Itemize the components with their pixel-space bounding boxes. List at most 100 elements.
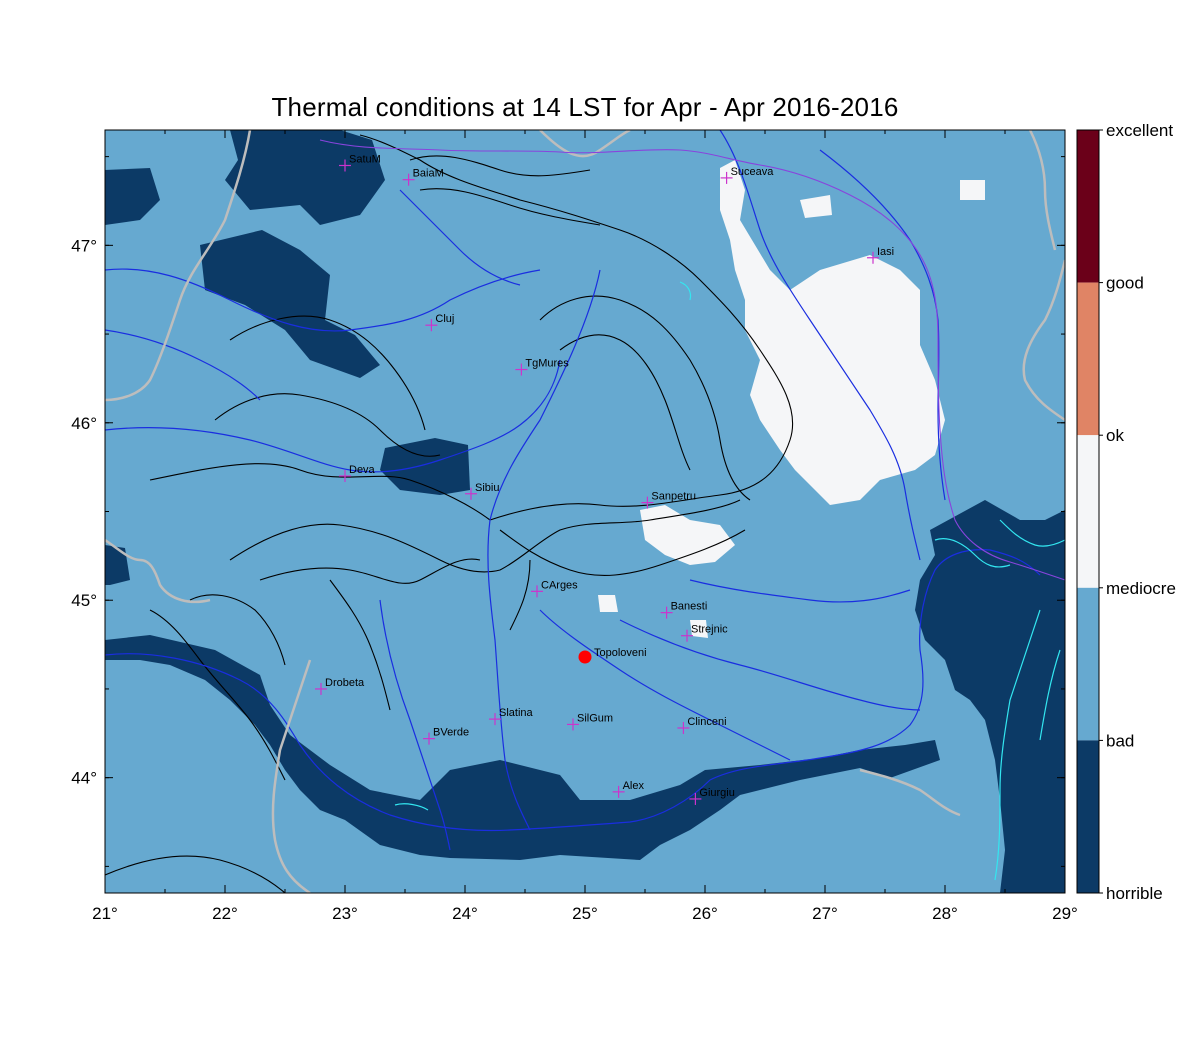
contour-line-13 — [105, 855, 286, 893]
y-tick-label: 47° — [71, 236, 97, 255]
map-area — [105, 130, 1065, 893]
legend-frame — [1076, 129, 1100, 894]
axis-tick-labels: 21° 22° 23° 24° 25° 26° 27° 28° 29° 44° 45° 46° 47° — [71, 236, 1078, 923]
border-bulgaria-north — [859, 768, 961, 817]
contour-line-9 — [409, 155, 591, 177]
border-west-south — [105, 538, 211, 604]
city-marker: Clinceni — [677, 716, 727, 734]
legend-label-horrible: horrible — [1106, 884, 1163, 903]
city-label: SatuM — [349, 153, 381, 165]
x-tick-label: 28° — [932, 904, 958, 923]
highlight-label: Topoloveni — [594, 647, 647, 659]
river-olt — [487, 269, 601, 831]
river-jiu — [379, 599, 451, 851]
contour-line-1 — [149, 134, 794, 521]
legend-band-horrible — [1077, 740, 1099, 893]
city-label: BVerde — [433, 727, 469, 739]
city-marker: Strejnic — [681, 624, 728, 642]
river-ialomita — [619, 619, 921, 711]
horrible-region-nw — [105, 130, 385, 225]
country-borders — [105, 130, 1065, 893]
legend-colorbar: excellent good ok mediocre bad horrible — [1076, 121, 1176, 903]
city-label: Drobeta — [325, 677, 365, 689]
city-marker: Iasi — [867, 246, 894, 264]
city-marker: Alex — [612, 780, 645, 798]
city-marker: Sibiu — [465, 482, 499, 500]
axis-ticks — [104, 130, 1066, 893]
mediocre-region-east — [720, 160, 945, 505]
contour-line-12 — [189, 594, 286, 666]
city-label: Sanpetru — [651, 491, 696, 503]
highlight-dot — [578, 650, 592, 664]
mediocre-region-small-1 — [598, 595, 618, 612]
city-label: TgMures — [525, 358, 569, 370]
river-mures — [105, 359, 561, 473]
x-tick-label: 29° — [1052, 904, 1078, 923]
mediocre-region-small-4 — [960, 180, 985, 200]
x-tick-label: 21° — [92, 904, 118, 923]
y-tick-label: 46° — [71, 414, 97, 433]
horrible-region-far-nw — [105, 168, 160, 225]
mediocre-regions — [598, 160, 985, 638]
legend-band-ok — [1077, 282, 1099, 436]
city-marker: Suceava — [720, 166, 775, 184]
horrible-region-west — [105, 545, 130, 585]
city-marker: BVerde — [423, 727, 469, 745]
city-label: Suceava — [731, 166, 775, 178]
contour-line-2 — [229, 499, 741, 573]
lake-delta-1 — [934, 538, 1011, 568]
city-label: BaiaM — [413, 168, 444, 180]
city-marker: Cluj — [425, 313, 454, 332]
city-label: CArges — [541, 579, 578, 591]
border-moldova-east — [1022, 259, 1065, 422]
horrible-region-deva — [380, 438, 470, 495]
contour-line-15 — [509, 559, 531, 631]
x-tick-label: 23° — [332, 904, 358, 923]
river-arges — [539, 609, 791, 761]
contour-line-8 — [559, 334, 691, 471]
river-north — [399, 189, 521, 286]
city-label: Banesti — [671, 601, 708, 613]
city-marker: BaiaM — [402, 168, 444, 186]
legend-label-good: good — [1106, 274, 1144, 293]
border-serbia-bulgaria — [271, 659, 312, 893]
city-marker: Banesti — [660, 601, 708, 619]
map-title: Thermal conditions at 14 LST for Apr - A… — [271, 92, 899, 122]
lake-coast-1 — [994, 609, 1041, 881]
lake-small-1 — [394, 803, 429, 811]
city-label: Strejnic — [691, 624, 728, 636]
legend-label-excellent: excellent — [1106, 121, 1173, 140]
city-label: Giurgiu — [699, 787, 734, 799]
x-tick-label: 24° — [452, 904, 478, 923]
x-tick-label: 25° — [572, 904, 598, 923]
city-label: Clinceni — [687, 716, 726, 728]
city-marker: TgMures — [515, 358, 569, 376]
legend-band-bad — [1077, 587, 1099, 741]
mediocre-region-small-3 — [800, 195, 832, 218]
legend-label-bad: bad — [1106, 731, 1134, 750]
city-label: SilGum — [577, 712, 613, 724]
contour-line-3 — [259, 558, 481, 584]
x-tick-label: 26° — [692, 904, 718, 923]
legend-band-good — [1077, 130, 1099, 283]
horrible-regions — [105, 130, 1065, 893]
x-tick-label: 27° — [812, 904, 838, 923]
river-prut — [819, 149, 946, 501]
contour-line-4 — [499, 529, 746, 576]
horrible-region-danube — [105, 635, 940, 860]
city-label: Alex — [623, 780, 645, 792]
legend-label-mediocre: mediocre — [1106, 579, 1176, 598]
city-marker: CArges — [531, 579, 578, 598]
river-crisul — [105, 329, 261, 401]
lake-delta-2 — [999, 519, 1065, 547]
mediocre-region-sanpetru — [640, 505, 735, 565]
border-north — [539, 130, 631, 158]
horrible-region-east — [915, 500, 1065, 893]
legend-band-mediocre — [1077, 435, 1099, 588]
y-tick-label: 45° — [71, 591, 97, 610]
city-label: Slatina — [499, 707, 534, 719]
contour-line-14 — [329, 579, 391, 711]
city-marker: Sanpetru — [641, 491, 696, 509]
y-tick-label: 44° — [71, 769, 97, 788]
